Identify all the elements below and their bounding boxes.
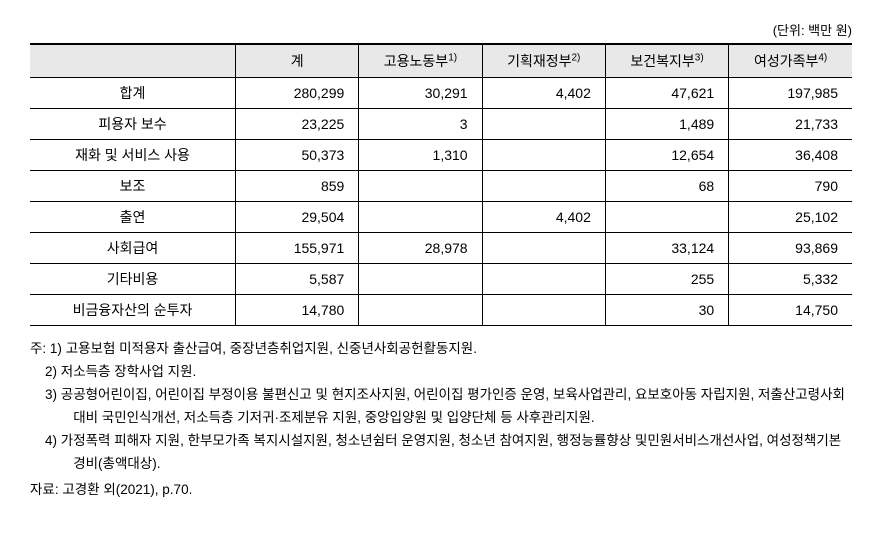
- row-value: 29,504: [236, 202, 359, 233]
- row-value: 47,621: [605, 78, 728, 109]
- row-value: 4,402: [482, 78, 605, 109]
- budget-table: 계 고용노동부1) 기획재정부2) 보건복지부3) 여성가족부4) 합계280,…: [30, 43, 852, 326]
- row-label: 피용자 보수: [30, 109, 236, 140]
- row-value: [482, 109, 605, 140]
- table-row: 사회급여155,97128,978 33,12493,869: [30, 233, 852, 264]
- col-header-mohw: 보건복지부3): [605, 44, 728, 78]
- row-value: 790: [729, 171, 852, 202]
- row-value: [359, 295, 482, 326]
- row-value: [482, 233, 605, 264]
- row-value: 1,489: [605, 109, 728, 140]
- row-value: 25,102: [729, 202, 852, 233]
- row-value: 93,869: [729, 233, 852, 264]
- row-label: 출연: [30, 202, 236, 233]
- row-label: 기타비용: [30, 264, 236, 295]
- col-header-mogef: 여성가족부4): [729, 44, 852, 78]
- col-header-moel: 고용노동부1): [359, 44, 482, 78]
- row-label: 사회급여: [30, 233, 236, 264]
- table-body: 합계280,29930,2914,40247,621197,985피용자 보수2…: [30, 78, 852, 326]
- row-label: 비금융자산의 순투자: [30, 295, 236, 326]
- table-row: 보조859 68790: [30, 171, 852, 202]
- row-value: 12,654: [605, 140, 728, 171]
- row-value: [605, 202, 728, 233]
- note-4: 4) 가정폭력 피해자 지원, 한부모가족 복지시설지원, 청소년쉼터 운영지원…: [30, 430, 852, 476]
- source-line: 자료: 고경환 외(2021), p.70.: [30, 478, 852, 498]
- row-value: 4,402: [482, 202, 605, 233]
- row-label: 합계: [30, 78, 236, 109]
- row-value: 36,408: [729, 140, 852, 171]
- row-value: 14,780: [236, 295, 359, 326]
- row-value: 5,587: [236, 264, 359, 295]
- table-row: 비금융자산의 순투자14,780 3014,750: [30, 295, 852, 326]
- row-value: 197,985: [729, 78, 852, 109]
- row-value: 68: [605, 171, 728, 202]
- row-value: 33,124: [605, 233, 728, 264]
- row-value: 30,291: [359, 78, 482, 109]
- table-row: 기타비용5,587 2555,332: [30, 264, 852, 295]
- table-row: 피용자 보수23,2253 1,48921,733: [30, 109, 852, 140]
- row-value: 155,971: [236, 233, 359, 264]
- note-3: 3) 공공형어린이집, 어린이집 부정이용 불편신고 및 현지조사지원, 어린이…: [30, 384, 852, 430]
- row-value: 280,299: [236, 78, 359, 109]
- row-value: 255: [605, 264, 728, 295]
- row-value: [359, 202, 482, 233]
- col-header-moef: 기획재정부2): [482, 44, 605, 78]
- table-row: 출연29,504 4,402 25,102: [30, 202, 852, 233]
- row-value: [482, 295, 605, 326]
- row-value: 859: [236, 171, 359, 202]
- row-value: 21,733: [729, 109, 852, 140]
- row-value: 28,978: [359, 233, 482, 264]
- row-value: 5,332: [729, 264, 852, 295]
- row-value: 30: [605, 295, 728, 326]
- col-header-total: 계: [236, 44, 359, 78]
- row-label: 보조: [30, 171, 236, 202]
- table-header-row: 계 고용노동부1) 기획재정부2) 보건복지부3) 여성가족부4): [30, 44, 852, 78]
- row-value: 14,750: [729, 295, 852, 326]
- row-label: 재화 및 서비스 사용: [30, 140, 236, 171]
- row-value: 23,225: [236, 109, 359, 140]
- row-value: [359, 264, 482, 295]
- row-value: 50,373: [236, 140, 359, 171]
- notes-block: 주: 1) 고용보험 미적용자 출산급여, 중장년층취업지원, 신중년사회공헌활…: [30, 338, 852, 476]
- note-2: 2) 저소득층 장학사업 지원.: [30, 361, 852, 384]
- note-1: 주: 1) 고용보험 미적용자 출산급여, 중장년층취업지원, 신중년사회공헌활…: [30, 338, 852, 361]
- row-value: [359, 171, 482, 202]
- table-row: 합계280,29930,2914,40247,621197,985: [30, 78, 852, 109]
- col-header-blank: [30, 44, 236, 78]
- row-value: 3: [359, 109, 482, 140]
- row-value: [482, 171, 605, 202]
- row-value: [482, 264, 605, 295]
- row-value: [482, 140, 605, 171]
- row-value: 1,310: [359, 140, 482, 171]
- table-row: 재화 및 서비스 사용50,3731,310 12,65436,408: [30, 140, 852, 171]
- unit-label: (단위: 백만 원): [30, 20, 852, 39]
